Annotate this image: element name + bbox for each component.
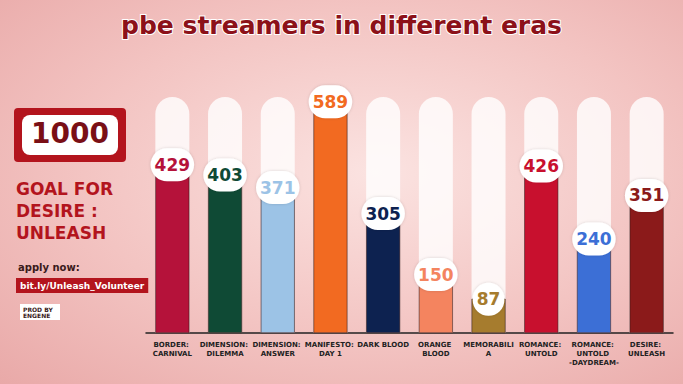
svg-text:ORANGE: ORANGE (418, 341, 454, 349)
svg-text:ANSWER: ANSWER (261, 350, 296, 358)
svg-text:BLOOD: BLOOD (422, 350, 449, 358)
svg-text:87: 87 (477, 289, 501, 309)
svg-text:MEMORABILI: MEMORABILI (463, 341, 513, 349)
svg-text:UNLEASH: UNLEASH (628, 350, 665, 358)
svg-text:-DAYDREAM-: -DAYDREAM- (569, 359, 619, 367)
svg-text:DESIRE :: DESIRE : (16, 201, 104, 221)
svg-text:UNLEASH: UNLEASH (16, 223, 106, 243)
svg-text:apply now:: apply now: (18, 262, 80, 273)
svg-text:351: 351 (629, 185, 665, 205)
svg-text:CARNIVAL: CARNIVAL (153, 350, 193, 358)
svg-text:MANIFESTO:: MANIFESTO: (305, 341, 356, 349)
svg-text:426: 426 (524, 156, 560, 176)
svg-text:1000: 1000 (31, 117, 109, 150)
svg-text:DESIRE:: DESIRE: (630, 341, 664, 349)
svg-text:371: 371 (260, 178, 296, 198)
svg-text:ROMANCE:: ROMANCE: (519, 341, 564, 349)
svg-text:pbe streamers in different era: pbe streamers in different eras (121, 11, 562, 40)
svg-text:A: A (486, 350, 492, 358)
svg-text:UNTOLD: UNTOLD (525, 350, 558, 358)
svg-text:429: 429 (155, 155, 191, 175)
svg-text:ROMANCE:: ROMANCE: (572, 341, 617, 349)
svg-text:BORDER:: BORDER: (153, 341, 191, 349)
svg-text:150: 150 (418, 265, 454, 285)
svg-text:PROD BY: PROD BY (23, 305, 55, 313)
svg-text:DIMENSION:: DIMENSION: (200, 341, 251, 349)
svg-text:ENGENE: ENGENE (23, 312, 50, 319)
svg-text:UNTOLD: UNTOLD (576, 350, 611, 358)
svg-text:403: 403 (207, 165, 243, 185)
svg-text:DARK BLOOD: DARK BLOOD (357, 341, 409, 349)
svg-text:bit.ly/Unleash_Volunteer: bit.ly/Unleash_Volunteer (20, 281, 145, 291)
svg-text:DIMENSION:: DIMENSION: (252, 341, 303, 349)
svg-text:DILEMMA: DILEMMA (207, 350, 245, 358)
svg-text:589: 589 (313, 92, 349, 112)
svg-text:240: 240 (576, 229, 612, 249)
svg-text:DAY 1: DAY 1 (319, 350, 342, 358)
svg-text:305: 305 (365, 204, 401, 224)
svg-text:GOAL FOR: GOAL FOR (16, 179, 119, 199)
